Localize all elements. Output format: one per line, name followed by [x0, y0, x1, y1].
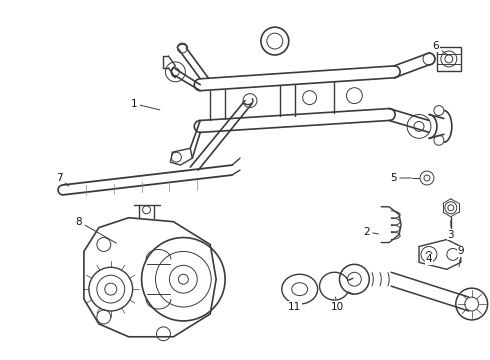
Text: 9: 9 [458, 247, 464, 266]
Text: 7: 7 [56, 173, 69, 186]
Text: 3: 3 [447, 220, 454, 239]
Text: 5: 5 [390, 173, 411, 183]
Text: 11: 11 [288, 301, 301, 312]
Text: 6: 6 [433, 41, 446, 54]
Text: 10: 10 [331, 297, 344, 312]
Text: 2: 2 [363, 226, 378, 237]
Text: 8: 8 [75, 217, 116, 243]
Text: 1: 1 [130, 99, 160, 110]
Text: 4: 4 [426, 255, 436, 264]
